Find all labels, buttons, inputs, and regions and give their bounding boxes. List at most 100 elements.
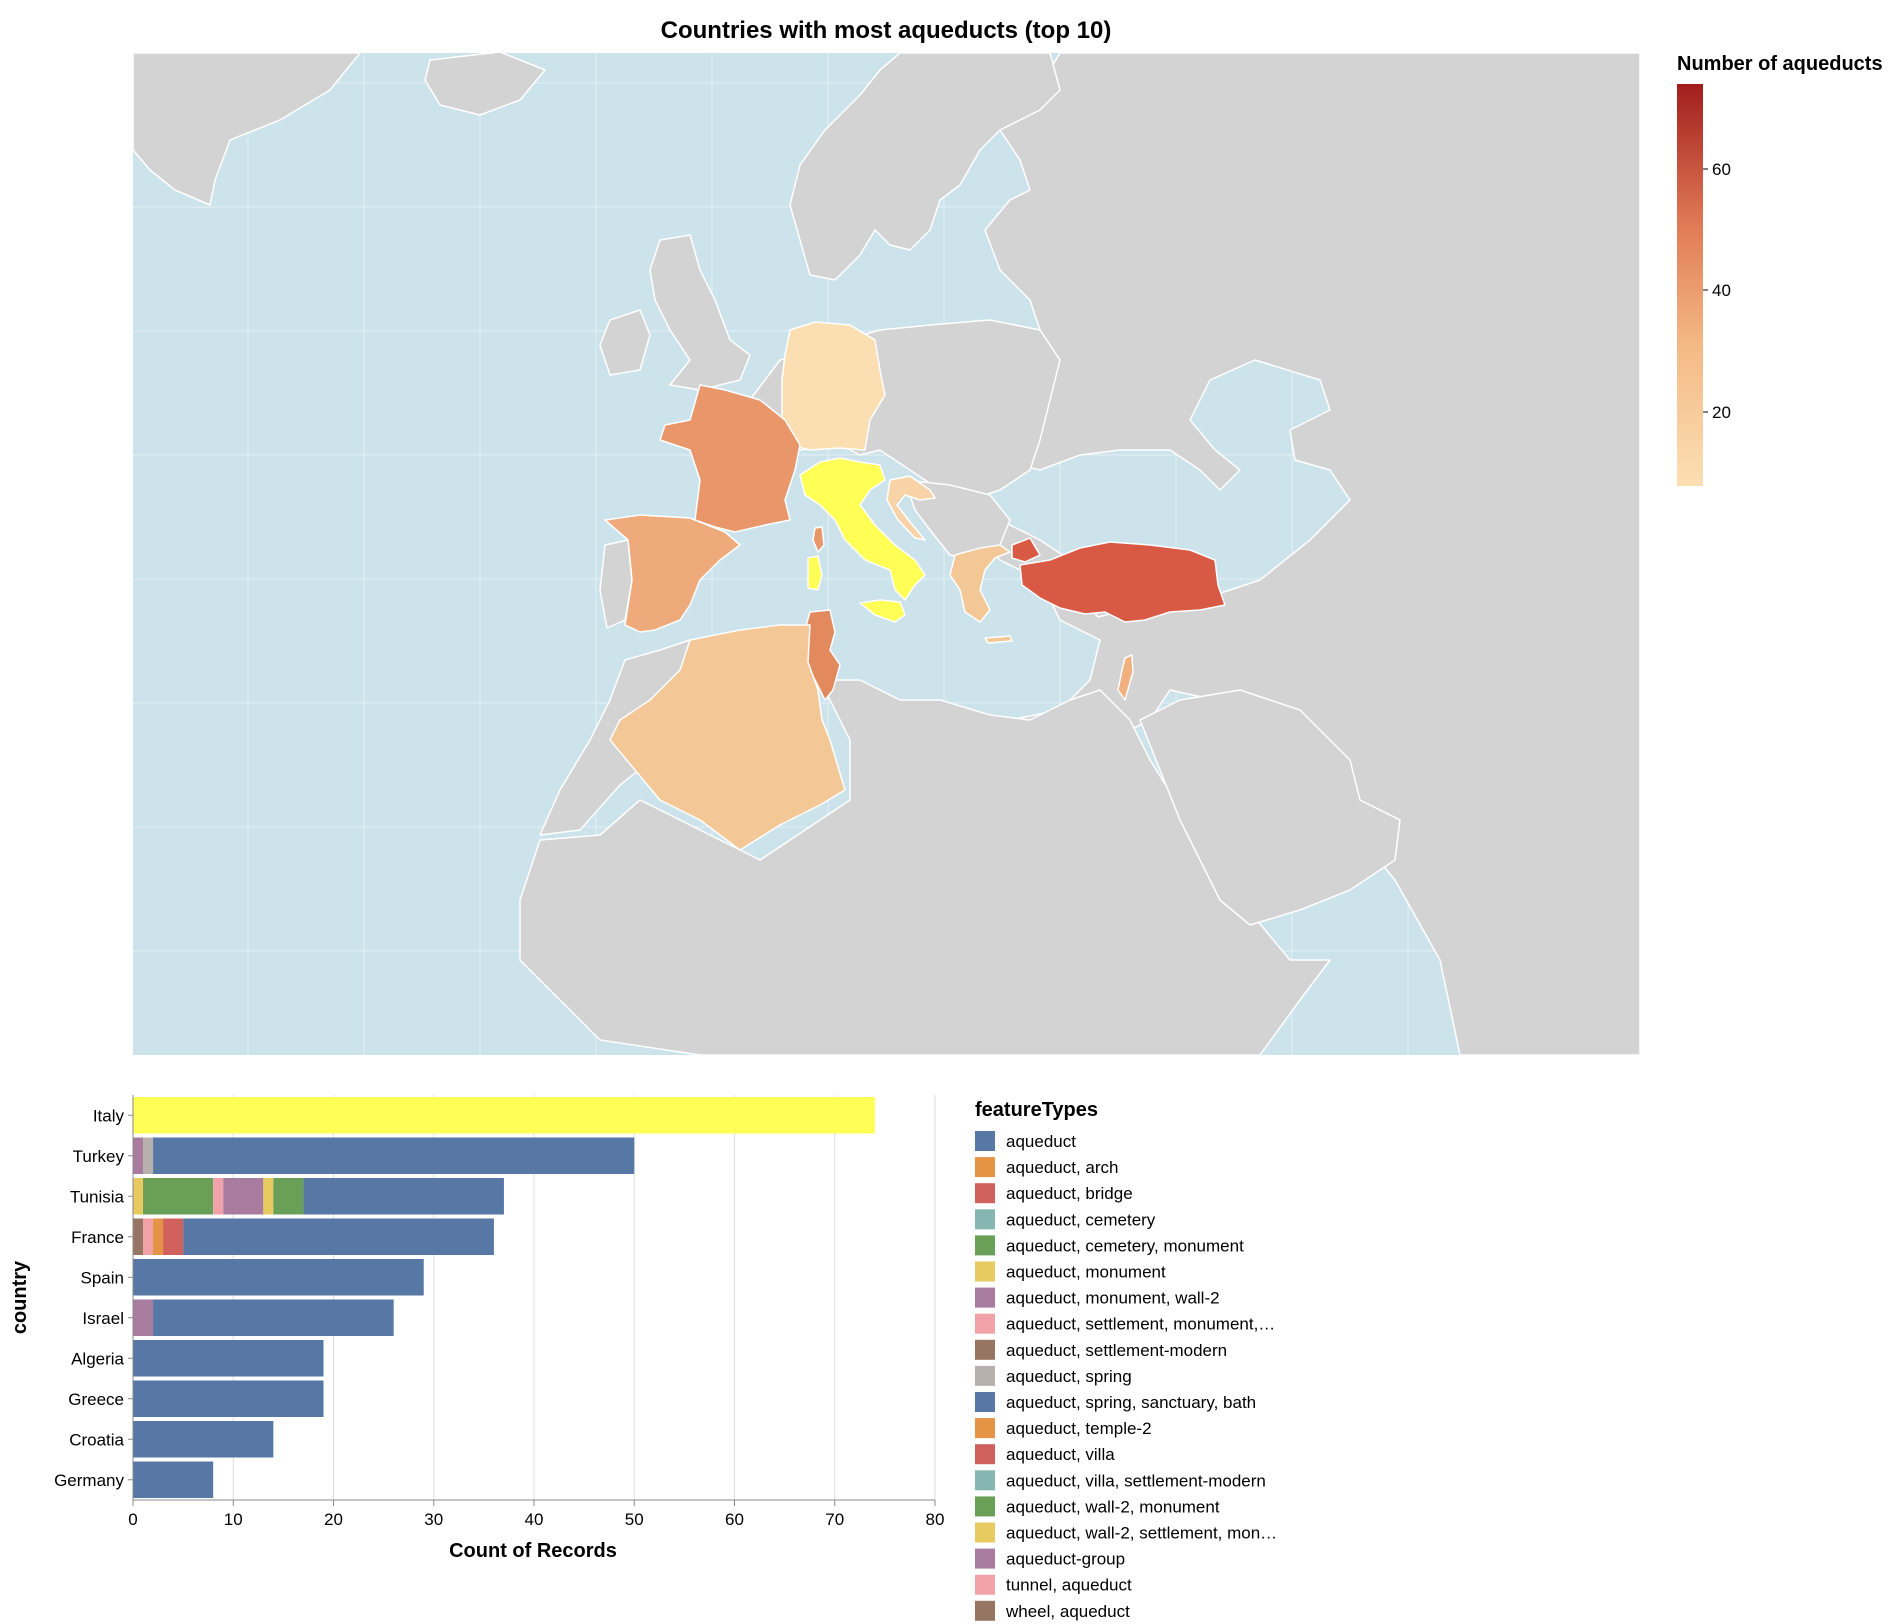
region-algeria: [609, 624, 846, 851]
legend-swatch: [975, 1209, 995, 1230]
highlighted-countries: [604, 321, 1226, 851]
legend-label: aqueduct, cemetery, monument: [1006, 1236, 1244, 1255]
x-tick-label: 10: [224, 1510, 243, 1529]
map-title: Countries with most aqueducts (top 10): [661, 17, 1112, 44]
x-tick-label: 40: [525, 1510, 544, 1529]
legend-swatch: [975, 1183, 995, 1204]
legend-label: aqueduct, spring: [1006, 1367, 1132, 1386]
legend-swatch: [975, 1157, 995, 1178]
legend-swatch: [975, 1235, 995, 1256]
map-legend-ticks: [1703, 168, 1708, 413]
x-tick-label: 80: [926, 1510, 945, 1529]
land-uk: [649, 234, 751, 391]
bar-segment: [133, 1340, 324, 1377]
bar-legend: featureTypes aqueduct aqueduct, arch aquedu…: [975, 1099, 1277, 1621]
legend-label: aqueduct, villa, settlement-modern: [1006, 1471, 1266, 1490]
y-tick-label: Tunisia: [70, 1187, 125, 1206]
legend-label: aqueduct, wall-2, monument: [1006, 1497, 1220, 1516]
map-legend-gradient: [1677, 84, 1703, 486]
legend-label: aqueduct, settlement, monument,…: [1006, 1315, 1275, 1334]
bar-segment: [183, 1218, 494, 1255]
legend-label: aqueduct, monument, wall-2: [1006, 1289, 1220, 1308]
legend-label: wheel, aqueduct: [1005, 1602, 1130, 1621]
x-tick-label: 70: [825, 1510, 844, 1529]
x-tick-label: 60: [725, 1510, 744, 1529]
legend-swatch: [975, 1365, 995, 1386]
bar-segment: [133, 1421, 274, 1458]
x-tick-label: 0: [128, 1510, 137, 1529]
bar-segment: [133, 1218, 144, 1255]
legend-swatch: [975, 1470, 995, 1491]
bar-segment: [133, 1259, 424, 1296]
region-germany: [781, 321, 886, 451]
region-turkey-thrace: [1011, 537, 1041, 563]
bar-segment: [213, 1178, 224, 1215]
bar-segment: [153, 1137, 635, 1174]
bar-segment: [133, 1097, 875, 1134]
map-legend-tick-60: 60: [1712, 160, 1731, 179]
legend-label: aqueduct-group: [1006, 1550, 1125, 1569]
legend-label: tunnel, aqueduct: [1006, 1576, 1132, 1595]
legend-swatch: [975, 1574, 995, 1595]
legend-swatch: [975, 1392, 995, 1412]
region-crete: [984, 635, 1013, 644]
x-axis-title: Count of Records: [449, 1540, 617, 1562]
bar-segment: [133, 1299, 154, 1336]
y-tick-label: France: [71, 1228, 124, 1247]
land-north-africa: [519, 679, 1331, 1055]
bar-legend-title: featureTypes: [975, 1099, 1098, 1121]
choropleth-map: [133, 53, 1640, 1055]
bar-segment: [153, 1218, 164, 1255]
map-legend-tick-40: 40: [1712, 281, 1731, 300]
legend-label: aqueduct, monument: [1006, 1263, 1166, 1282]
land-masses: [133, 53, 1640, 1055]
legend-swatch: [975, 1418, 995, 1439]
y-tick-label: Israel: [82, 1309, 124, 1328]
region-croatia: [886, 475, 936, 541]
bar-segment: [133, 1137, 144, 1174]
y-tick-label: Algeria: [71, 1349, 124, 1368]
y-tick-label: Greece: [68, 1390, 124, 1409]
bar-segment: [133, 1461, 214, 1498]
land-arabia: [1139, 689, 1401, 926]
region-italy: [799, 457, 926, 601]
y-tick-label: Italy: [93, 1106, 125, 1125]
land-ireland: [599, 309, 651, 376]
bar-segment: [133, 1380, 324, 1417]
y-axis-title: country: [9, 1260, 31, 1334]
legend-swatch: [975, 1522, 995, 1543]
legend-label: aqueduct, settlement-modern: [1006, 1341, 1227, 1360]
bar-segment: [273, 1178, 304, 1215]
region-france: [659, 384, 801, 533]
legend-swatch: [975, 1313, 995, 1334]
region-sicily: [859, 599, 906, 623]
legend-swatch: [975, 1548, 995, 1569]
legend-label: aqueduct: [1006, 1132, 1076, 1151]
legend-label: aqueduct, arch: [1006, 1158, 1118, 1177]
map-legend-title: Number of aqueducts: [1677, 53, 1883, 75]
bar-segment: [163, 1218, 184, 1255]
bar-segment: [303, 1178, 504, 1215]
region-turkey: [1019, 541, 1226, 623]
legend-swatch: [975, 1444, 995, 1465]
region-spain: [604, 514, 741, 633]
y-tick-label: Turkey: [73, 1147, 125, 1166]
bar-segment: [143, 1178, 214, 1215]
legend-label: aqueduct, wall-2, settlement, mon…: [1006, 1524, 1277, 1543]
land-iceland: [424, 53, 546, 116]
x-tick-label: 20: [324, 1510, 343, 1529]
bar-segment: [263, 1178, 274, 1215]
x-tick-label: 30: [424, 1510, 443, 1529]
bar-segment: [153, 1299, 394, 1336]
bar-segment: [223, 1178, 264, 1215]
legend-label: aqueduct, bridge: [1006, 1184, 1133, 1203]
y-tick-label: Spain: [81, 1268, 124, 1287]
legend-swatch: [975, 1600, 995, 1621]
bar-segment: [143, 1218, 154, 1255]
legend-label: aqueduct, temple-2: [1006, 1419, 1152, 1438]
region-greece: [949, 544, 1011, 623]
legend-label: aqueduct, villa: [1006, 1445, 1115, 1464]
bar-segment: [133, 1178, 144, 1215]
bar-chart: Italy Turkey Tunisia France Spain Israel Alger…: [9, 1095, 944, 1562]
